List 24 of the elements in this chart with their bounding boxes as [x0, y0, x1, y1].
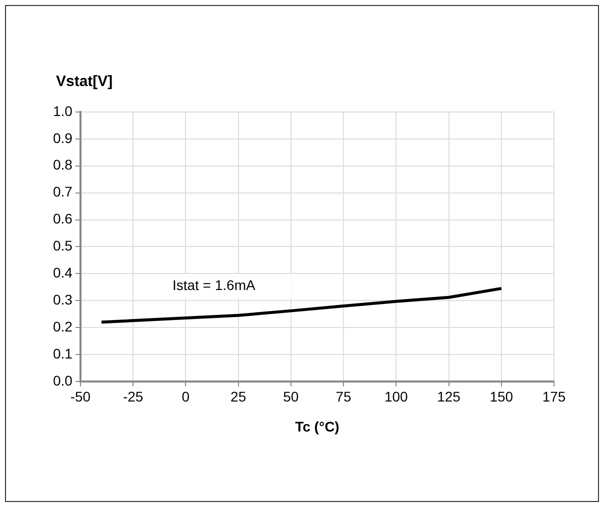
y-tick-label: 0.1: [52, 345, 73, 362]
x-tick-label: 100: [384, 388, 408, 405]
x-tick-label: 0: [182, 388, 190, 405]
x-axis-title: Tc (°C): [295, 418, 340, 434]
x-tick-label: 25: [230, 388, 246, 405]
x-tick-label: 75: [336, 388, 352, 405]
y-axis-title: Vstat[V]: [56, 73, 113, 90]
y-tick-label: 0.9: [52, 130, 73, 146]
y-tick-label: 0.4: [52, 264, 73, 280]
x-tick-label: 150: [490, 388, 514, 405]
y-tick-label: 0.8: [52, 156, 73, 173]
y-tick-label: 0.0: [52, 372, 73, 388]
y-tick-label: 0.3: [52, 291, 73, 308]
x-tick-label: 175: [542, 388, 566, 405]
x-tick-label: -50: [70, 388, 91, 405]
y-tick-label: 0.6: [52, 210, 73, 227]
y-tick-label: 1.0: [52, 102, 73, 119]
x-tick-label: 50: [283, 388, 299, 405]
annotation: Istat = 1.6mA: [172, 276, 256, 293]
x-tick-label: 125: [437, 388, 461, 405]
y-tick-label: 0.5: [52, 238, 73, 254]
x-tick-label: -25: [122, 388, 144, 405]
y-tick-label: 0.2: [52, 318, 73, 334]
y-tick-label: 0.7: [52, 184, 73, 200]
